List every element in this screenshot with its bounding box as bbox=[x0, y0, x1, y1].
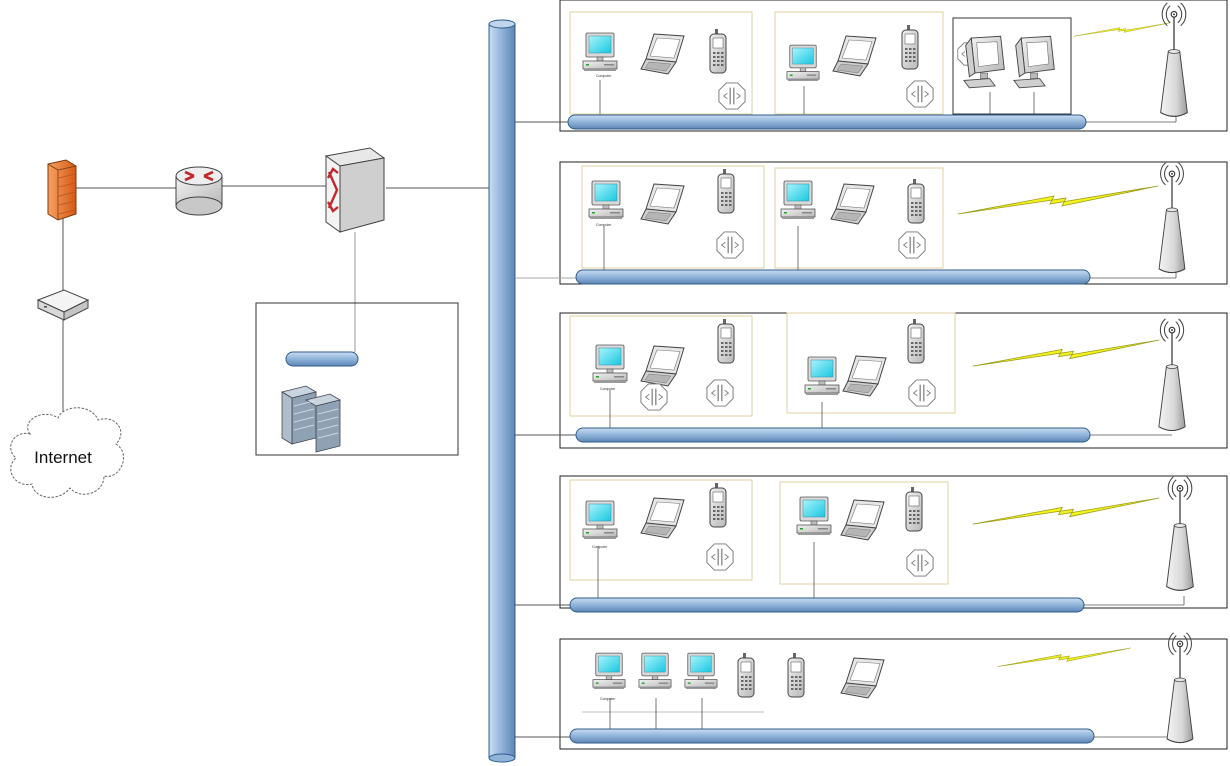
wireless-access-point bbox=[719, 83, 745, 109]
crt-workstation bbox=[964, 36, 1004, 88]
crt-workstation bbox=[1014, 36, 1054, 88]
floor-bus bbox=[568, 115, 1086, 129]
wireless-access-point bbox=[909, 380, 935, 406]
server-rack bbox=[282, 386, 340, 452]
laptop bbox=[641, 498, 684, 538]
wireless-link bbox=[958, 186, 1158, 214]
wireless-access-point bbox=[707, 544, 733, 570]
wireless-link bbox=[973, 340, 1160, 366]
wireless-access-point bbox=[641, 384, 667, 410]
mobile-phone bbox=[902, 25, 918, 69]
desktop-computer bbox=[589, 181, 623, 219]
mobile-phone bbox=[788, 653, 804, 697]
internet-label: Internet bbox=[34, 448, 92, 467]
server-bus bbox=[286, 352, 358, 366]
wireless-access-point bbox=[907, 550, 933, 576]
backbone-pipe bbox=[489, 20, 515, 762]
mobile-phone bbox=[710, 483, 726, 527]
mobile-phone bbox=[908, 179, 924, 223]
laptop bbox=[641, 346, 684, 386]
internet-cloud: Internet bbox=[11, 408, 124, 498]
core-switch bbox=[326, 148, 384, 232]
mobile-phone bbox=[906, 487, 922, 531]
wireless-link bbox=[973, 498, 1160, 524]
laptop bbox=[841, 500, 884, 540]
wireless-access-point bbox=[899, 232, 925, 258]
desktop-computer bbox=[797, 497, 831, 535]
floor-2: Computer bbox=[515, 162, 1227, 284]
floor-1: Computer bbox=[515, 0, 1227, 131]
desktop-computer bbox=[593, 653, 625, 689]
desktop-computer bbox=[805, 357, 839, 395]
wireless-access-point bbox=[907, 81, 933, 107]
connection-lines bbox=[63, 186, 496, 422]
mobile-phone bbox=[908, 319, 924, 363]
floor-3: Computer bbox=[515, 313, 1227, 448]
desktop-computer bbox=[583, 33, 617, 71]
laptop bbox=[641, 184, 684, 224]
wireless-access-point bbox=[707, 380, 733, 406]
mobile-phone bbox=[738, 653, 754, 697]
desktop-computer bbox=[685, 653, 717, 689]
desktop-computer bbox=[593, 345, 627, 383]
laptop bbox=[831, 184, 874, 224]
mobile-phone bbox=[718, 319, 734, 363]
computer-label: Computer bbox=[596, 74, 612, 78]
floor-5: Computer bbox=[515, 633, 1227, 749]
laptop bbox=[841, 658, 884, 698]
computer-label: Computer bbox=[600, 697, 616, 701]
antenna bbox=[1161, 3, 1188, 117]
antenna bbox=[1167, 633, 1193, 743]
desktop-computer bbox=[639, 653, 671, 689]
wireless-link bbox=[1074, 23, 1170, 36]
laptop bbox=[833, 36, 876, 76]
floor-bus bbox=[570, 729, 1094, 743]
computer-label: Computer bbox=[600, 387, 616, 391]
floor-bus bbox=[576, 270, 1090, 284]
computer-label: Computer bbox=[596, 223, 612, 227]
computer-label: Computer bbox=[592, 545, 608, 549]
wireless-access-point bbox=[717, 232, 743, 258]
firewall bbox=[48, 160, 76, 220]
server-room bbox=[256, 303, 458, 455]
modem bbox=[38, 290, 88, 320]
mobile-phone bbox=[718, 169, 734, 213]
laptop bbox=[641, 34, 684, 74]
desktop-computer bbox=[781, 181, 815, 219]
floor-4: Computer bbox=[515, 476, 1227, 612]
floor-bus bbox=[576, 428, 1090, 442]
mobile-phone bbox=[710, 29, 726, 73]
floor-bus bbox=[570, 598, 1084, 612]
antenna bbox=[1159, 163, 1185, 273]
router bbox=[176, 167, 222, 215]
antenna bbox=[1167, 477, 1194, 591]
wireless-link bbox=[997, 648, 1130, 667]
desktop-computer bbox=[583, 501, 617, 539]
desktop-computer bbox=[787, 45, 819, 81]
laptop bbox=[843, 356, 886, 396]
antenna bbox=[1159, 319, 1185, 431]
